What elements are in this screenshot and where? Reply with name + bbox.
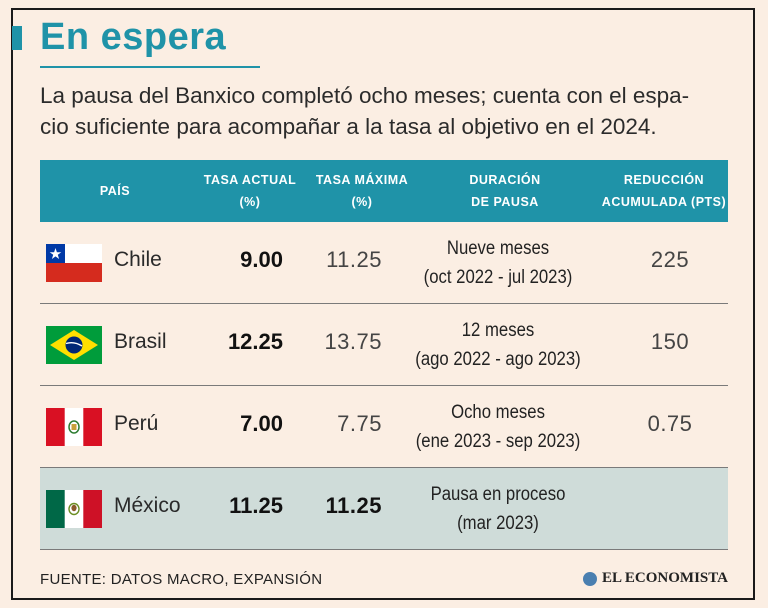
subtitle-line-2: cio suficiente para acompañar a la tasa … — [40, 114, 657, 139]
brand-logo: EL ECONOMISTA — [583, 570, 728, 587]
duracion-pausa: 12 meses (ago 2022 - ago 2023) — [415, 320, 581, 370]
country-name: Brasil — [114, 330, 167, 353]
tasa-maxima: 11.25 — [325, 493, 382, 518]
infographic-frame — [11, 8, 755, 600]
source-note: FUENTE: DATOS MACRO, EXPANSIÓN — [40, 571, 323, 588]
country-name: México — [114, 494, 181, 517]
duracion-pausa: Nueve meses (oct 2022 - jul 2023) — [423, 238, 573, 288]
mexico-flag-icon — [46, 490, 102, 528]
table-header: PAÍS TASA ACTUAL (%) TASA MÁXIMA (%) DUR… — [40, 160, 728, 222]
subtitle-line-1: La pausa del Banxico completó ocho meses… — [40, 83, 690, 108]
reduccion-acumulada: 0.75 — [647, 411, 693, 436]
tasa-actual: 9.00 — [240, 247, 283, 272]
tasa-maxima: 11.25 — [326, 247, 382, 272]
duracion-pausa: Pausa en proceso (mar 2023) — [430, 484, 566, 534]
reduccion-acumulada: 150 — [650, 329, 690, 354]
header-tasa-maxima: TASA MÁXIMA (%) — [315, 173, 409, 209]
table-row-mexico: México 11.25 11.25 Pausa en proceso (mar… — [40, 468, 728, 550]
tasa-maxima: 7.75 — [337, 411, 382, 436]
table-row-brasil: Brasil 12.25 13.75 12 meses (ago 2022 - … — [40, 304, 728, 386]
header-pais: PAÍS — [99, 184, 131, 198]
country-name: Chile — [114, 248, 162, 271]
title-accent-bar — [12, 26, 22, 50]
page-title: En espera — [40, 16, 227, 58]
table-row-chile: Chile 9.00 11.25 Nueve meses (oct 2022 -… — [40, 222, 728, 304]
header-duracion: DURACIÓN DE PAUSA — [469, 173, 541, 209]
tasa-actual: 11.25 — [229, 493, 283, 518]
brand-name: EL ECONOMISTA — [602, 570, 728, 586]
chile-flag-icon — [46, 244, 102, 282]
tasa-maxima: 13.75 — [324, 329, 382, 354]
header-reduccion: REDUCCIÓN ACUMULADA (PTS) — [601, 173, 727, 209]
tasa-actual: 7.00 — [240, 411, 283, 436]
header-tasa-actual: TASA ACTUAL (%) — [203, 173, 297, 209]
duracion-pausa: Ocho meses (ene 2023 - sep 2023) — [415, 402, 581, 452]
brazil-flag-icon — [46, 326, 102, 364]
tasa-actual: 12.25 — [227, 329, 283, 354]
reduccion-acumulada: 225 — [650, 247, 690, 272]
table-row-peru: Perú 7.00 7.75 Ocho meses (ene 2023 - se… — [40, 386, 728, 468]
subtitle: La pausa del Banxico completó ocho meses… — [40, 80, 730, 142]
title-underline — [40, 66, 260, 68]
country-name: Perú — [114, 412, 159, 435]
globe-icon — [583, 571, 597, 586]
peru-flag-icon — [46, 408, 102, 446]
